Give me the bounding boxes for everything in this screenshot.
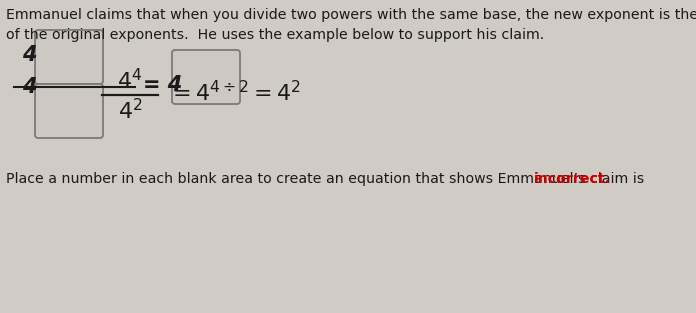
Text: 4: 4 (22, 45, 36, 65)
Text: of the original exponents.  He uses the example below to support his claim.: of the original exponents. He uses the e… (6, 28, 544, 42)
Text: 4: 4 (22, 77, 36, 97)
Text: $= 4^{4\div2} = 4^2$: $= 4^{4\div2} = 4^2$ (168, 80, 301, 105)
Text: = 4: = 4 (143, 75, 182, 95)
FancyBboxPatch shape (172, 50, 240, 104)
FancyBboxPatch shape (35, 84, 103, 138)
Text: Place a number in each blank area to create an equation that shows Emmanuel’s cl: Place a number in each blank area to cre… (6, 172, 649, 186)
FancyBboxPatch shape (35, 30, 103, 84)
Text: $4^4$: $4^4$ (118, 68, 143, 93)
Text: incorrect.: incorrect. (534, 172, 611, 186)
Text: Emmanuel claims that when you divide two powers with the same base, the new expo: Emmanuel claims that when you divide two… (6, 8, 696, 22)
Text: $4^2$: $4^2$ (118, 98, 142, 123)
